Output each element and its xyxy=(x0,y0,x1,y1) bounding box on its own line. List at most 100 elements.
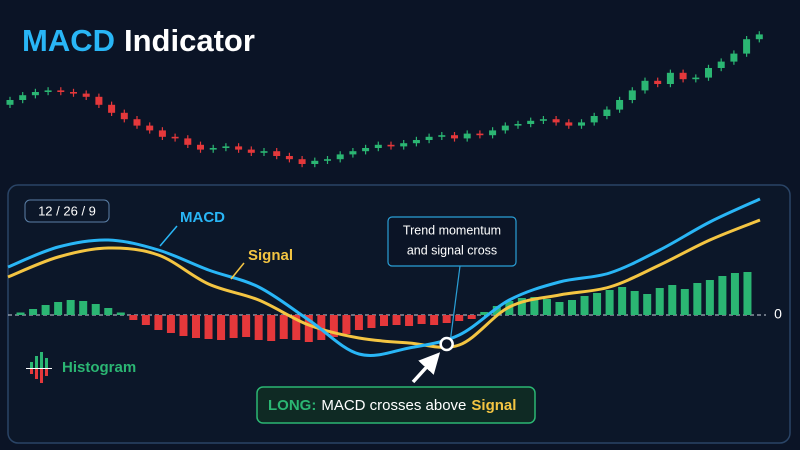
histogram-bar xyxy=(242,315,251,337)
histogram-bar xyxy=(668,285,677,315)
histogram-bar xyxy=(555,302,564,315)
histogram-bar xyxy=(630,291,639,315)
candle-body xyxy=(705,68,712,78)
label-leader xyxy=(159,225,178,247)
series-line xyxy=(7,197,761,357)
candle-body xyxy=(247,149,255,153)
histogram-bar xyxy=(116,312,125,315)
candle-body xyxy=(666,72,674,84)
histogram-bar xyxy=(254,315,263,340)
histogram-bar xyxy=(430,315,439,325)
candle-body xyxy=(311,160,319,164)
histogram-bar xyxy=(16,312,25,315)
candle-body xyxy=(641,80,649,91)
candle-body xyxy=(362,148,370,152)
crossover-marker xyxy=(439,336,454,352)
histogram-bar xyxy=(329,315,338,337)
candles xyxy=(6,31,763,168)
candle-body xyxy=(451,135,458,139)
y-tick-label: 0 xyxy=(774,306,782,322)
candle-body xyxy=(95,96,103,105)
candle-body xyxy=(501,125,509,131)
histogram-bar xyxy=(192,315,200,338)
macd-panel xyxy=(7,184,791,444)
histogram-bar xyxy=(730,273,739,315)
candle-body xyxy=(603,109,611,116)
signal-box xyxy=(256,386,536,424)
candle-body xyxy=(44,90,52,92)
series-label: Signal xyxy=(248,247,293,264)
candle-body xyxy=(6,100,14,105)
histogram-bar xyxy=(743,272,752,315)
histogram-bar xyxy=(54,302,63,315)
candle-body xyxy=(285,156,293,160)
histogram-bar xyxy=(405,315,414,326)
candle-body xyxy=(324,159,331,161)
callout-text: and signal cross xyxy=(407,243,497,257)
histogram-bar xyxy=(467,315,476,319)
histogram-bar xyxy=(442,315,451,323)
candle-body xyxy=(679,72,687,80)
candle-body xyxy=(171,136,179,139)
candle-body xyxy=(19,95,27,100)
candle-body xyxy=(120,112,128,120)
histogram-bar xyxy=(455,315,464,321)
candle-body xyxy=(578,122,585,126)
candle-body xyxy=(133,119,141,126)
histogram-bar xyxy=(354,315,363,330)
label-leader xyxy=(230,262,245,280)
candle-body xyxy=(565,122,573,126)
candle-body xyxy=(412,140,420,144)
histogram-bar xyxy=(655,288,664,315)
candle-body xyxy=(755,34,763,40)
signal-highlight: Signal xyxy=(471,397,516,414)
histogram-bar xyxy=(367,315,376,328)
legend-icon xyxy=(40,352,43,368)
histogram-bar xyxy=(79,301,88,315)
candle-body xyxy=(425,136,433,140)
histogram-bar xyxy=(267,315,276,341)
histogram-bar xyxy=(279,315,288,339)
histogram-bar xyxy=(417,315,426,324)
candle-body xyxy=(349,151,357,155)
histogram-bar xyxy=(517,298,526,315)
candle-body xyxy=(730,53,738,62)
callout-text: Trend momentum xyxy=(403,223,501,237)
histogram-bar xyxy=(580,296,589,315)
candle-body xyxy=(209,148,217,150)
callout-box xyxy=(387,216,517,267)
histogram-bar xyxy=(179,315,188,336)
histogram-bar xyxy=(292,315,301,340)
histogram-bar xyxy=(718,276,727,315)
candle-body xyxy=(184,138,192,145)
candle-body xyxy=(387,144,395,147)
candle-body xyxy=(146,125,154,131)
candle-body xyxy=(743,39,751,54)
arrow xyxy=(411,352,441,384)
histogram-bar xyxy=(643,294,652,315)
histogram-bar xyxy=(480,312,489,315)
histogram-bar xyxy=(304,315,313,342)
candle-body xyxy=(654,80,662,84)
candle-body xyxy=(197,144,204,150)
candle-body xyxy=(222,146,230,148)
candle-body xyxy=(70,92,77,94)
title-text: Indicator xyxy=(124,23,255,58)
candle-body xyxy=(463,133,471,139)
histogram-bar xyxy=(693,283,702,315)
candle-body xyxy=(692,77,700,80)
histogram-bar xyxy=(342,315,351,334)
candle-body xyxy=(438,135,446,137)
signal-label: LONG: xyxy=(268,397,316,414)
histogram-bar xyxy=(29,309,38,315)
params-box xyxy=(24,199,110,223)
candle-body xyxy=(527,120,535,124)
histogram-bar xyxy=(66,300,75,315)
signal-description: MACD crosses above xyxy=(321,397,466,414)
macd-plot: 0 MACD Signal Trend momentum and signal cros… xyxy=(7,197,782,357)
series-label: MACD xyxy=(180,209,225,226)
histogram-bar xyxy=(204,315,213,339)
candle-body xyxy=(273,151,281,156)
legend-icon xyxy=(35,369,38,379)
